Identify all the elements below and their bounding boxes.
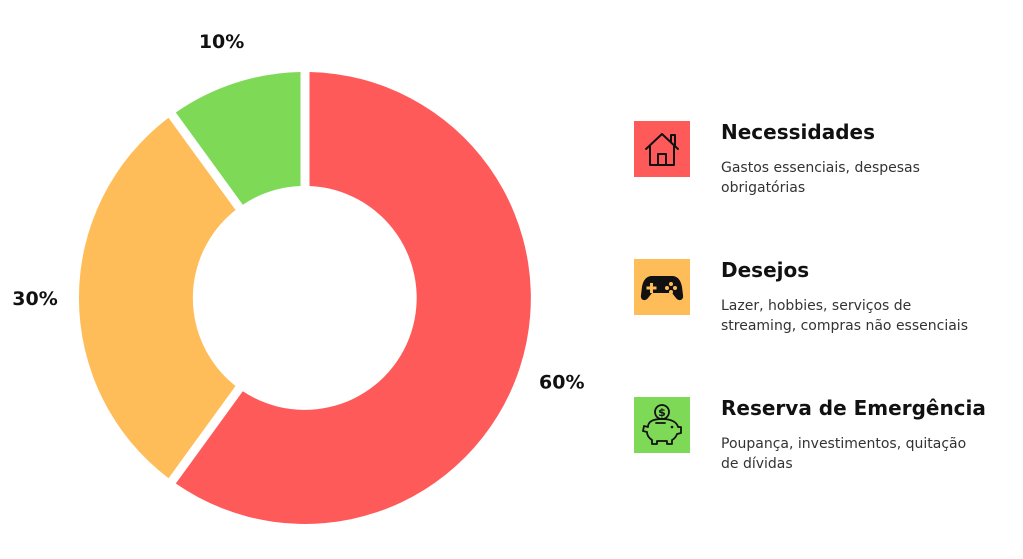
- legend-description-necessidades: Gastos essenciais, despesas obrigatórias: [721, 160, 920, 196]
- gamepad-icon: [640, 276, 684, 301]
- legend: Necessidades Gastos essenciais, despesas…: [634, 118, 1014, 532]
- legend-title-desejos: Desejos: [721, 258, 810, 282]
- svg-text:$: $: [658, 406, 666, 419]
- slice-reserva: [175, 72, 301, 205]
- slice-necessidades: [175, 72, 531, 524]
- donut-chart: 60% 30% 10%: [12, 31, 585, 524]
- legend-swatch-desejos: [634, 259, 690, 315]
- data-label-necessidades: 60%: [539, 371, 584, 393]
- legend-description-reserva: Poupança, investimentos, quitação de dív…: [721, 436, 967, 472]
- legend-swatch-reserva: $: [634, 397, 690, 453]
- slice-desejos: [78, 117, 236, 479]
- legend-title-reserva: Reserva de Emergência: [721, 396, 986, 420]
- house-icon: [645, 133, 679, 166]
- data-label-desejos: 30%: [12, 288, 57, 310]
- data-label-reserva: 10%: [199, 31, 244, 53]
- legend-item-desejos: Desejos Lazer, hobbies, serviços de stre…: [634, 256, 1014, 394]
- legend-title-necessidades: Necessidades: [721, 120, 875, 144]
- legend-swatch-necessidades: [634, 121, 690, 177]
- piggy-bank-icon: $: [642, 404, 682, 445]
- legend-item-reserva: $ Reserva de Emergência Poupança, invest…: [634, 394, 1014, 532]
- legend-item-necessidades: Necessidades Gastos essenciais, despesas…: [634, 118, 1014, 256]
- legend-description-desejos: Lazer, hobbies, serviços de streaming, c…: [721, 298, 968, 334]
